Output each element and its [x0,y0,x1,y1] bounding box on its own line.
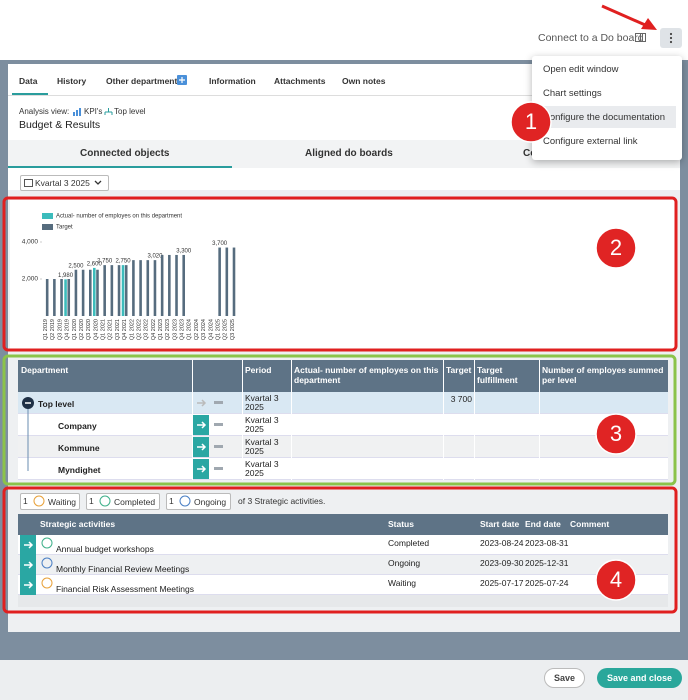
callout-number: 3 [610,421,622,446]
highlight-box [4,198,676,350]
highlight-box [4,356,675,484]
callout-number: 1 [525,109,537,134]
highlight-box [4,488,676,612]
callout-number: 2 [610,235,622,260]
callout-number: 4 [610,567,622,592]
